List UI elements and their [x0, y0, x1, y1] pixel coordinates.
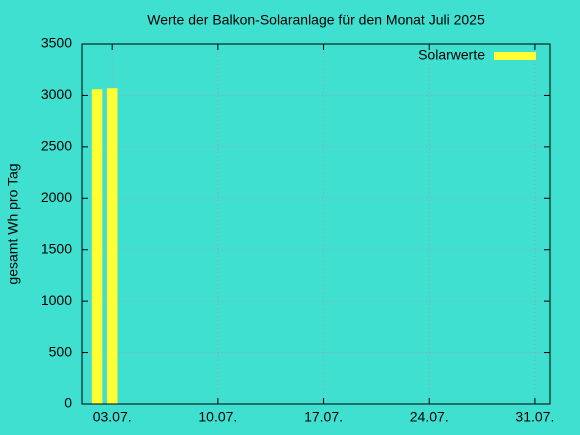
x-tick-label: 24.07.: [410, 409, 449, 425]
bar: [106, 88, 118, 404]
y-tick-label: 3000: [41, 86, 72, 102]
y-tick-label: 1000: [41, 292, 72, 308]
y-tick-label: 3500: [41, 35, 72, 51]
legend-label: Solarwerte: [418, 47, 485, 63]
x-tick-label: 17.07.: [304, 409, 343, 425]
bar: [91, 89, 103, 404]
chart-title: Werte der Balkon-Solaranlage für den Mon…: [147, 12, 485, 28]
plot-border: [81, 43, 551, 405]
x-tick-label: 31.07.: [515, 409, 554, 425]
x-tick-label: 10.07.: [198, 409, 237, 425]
x-tick-label: 03.07.: [93, 409, 132, 425]
y-tick-label: 2500: [41, 138, 72, 154]
legend-swatch: [494, 52, 536, 60]
y-axis-label: gesamt Wh pro Tag: [5, 163, 21, 284]
y-tick-label: 1500: [41, 240, 72, 256]
y-tick-label: 0: [64, 395, 72, 411]
y-tick-label: 500: [49, 343, 73, 359]
y-tick-label: 2000: [41, 189, 72, 205]
